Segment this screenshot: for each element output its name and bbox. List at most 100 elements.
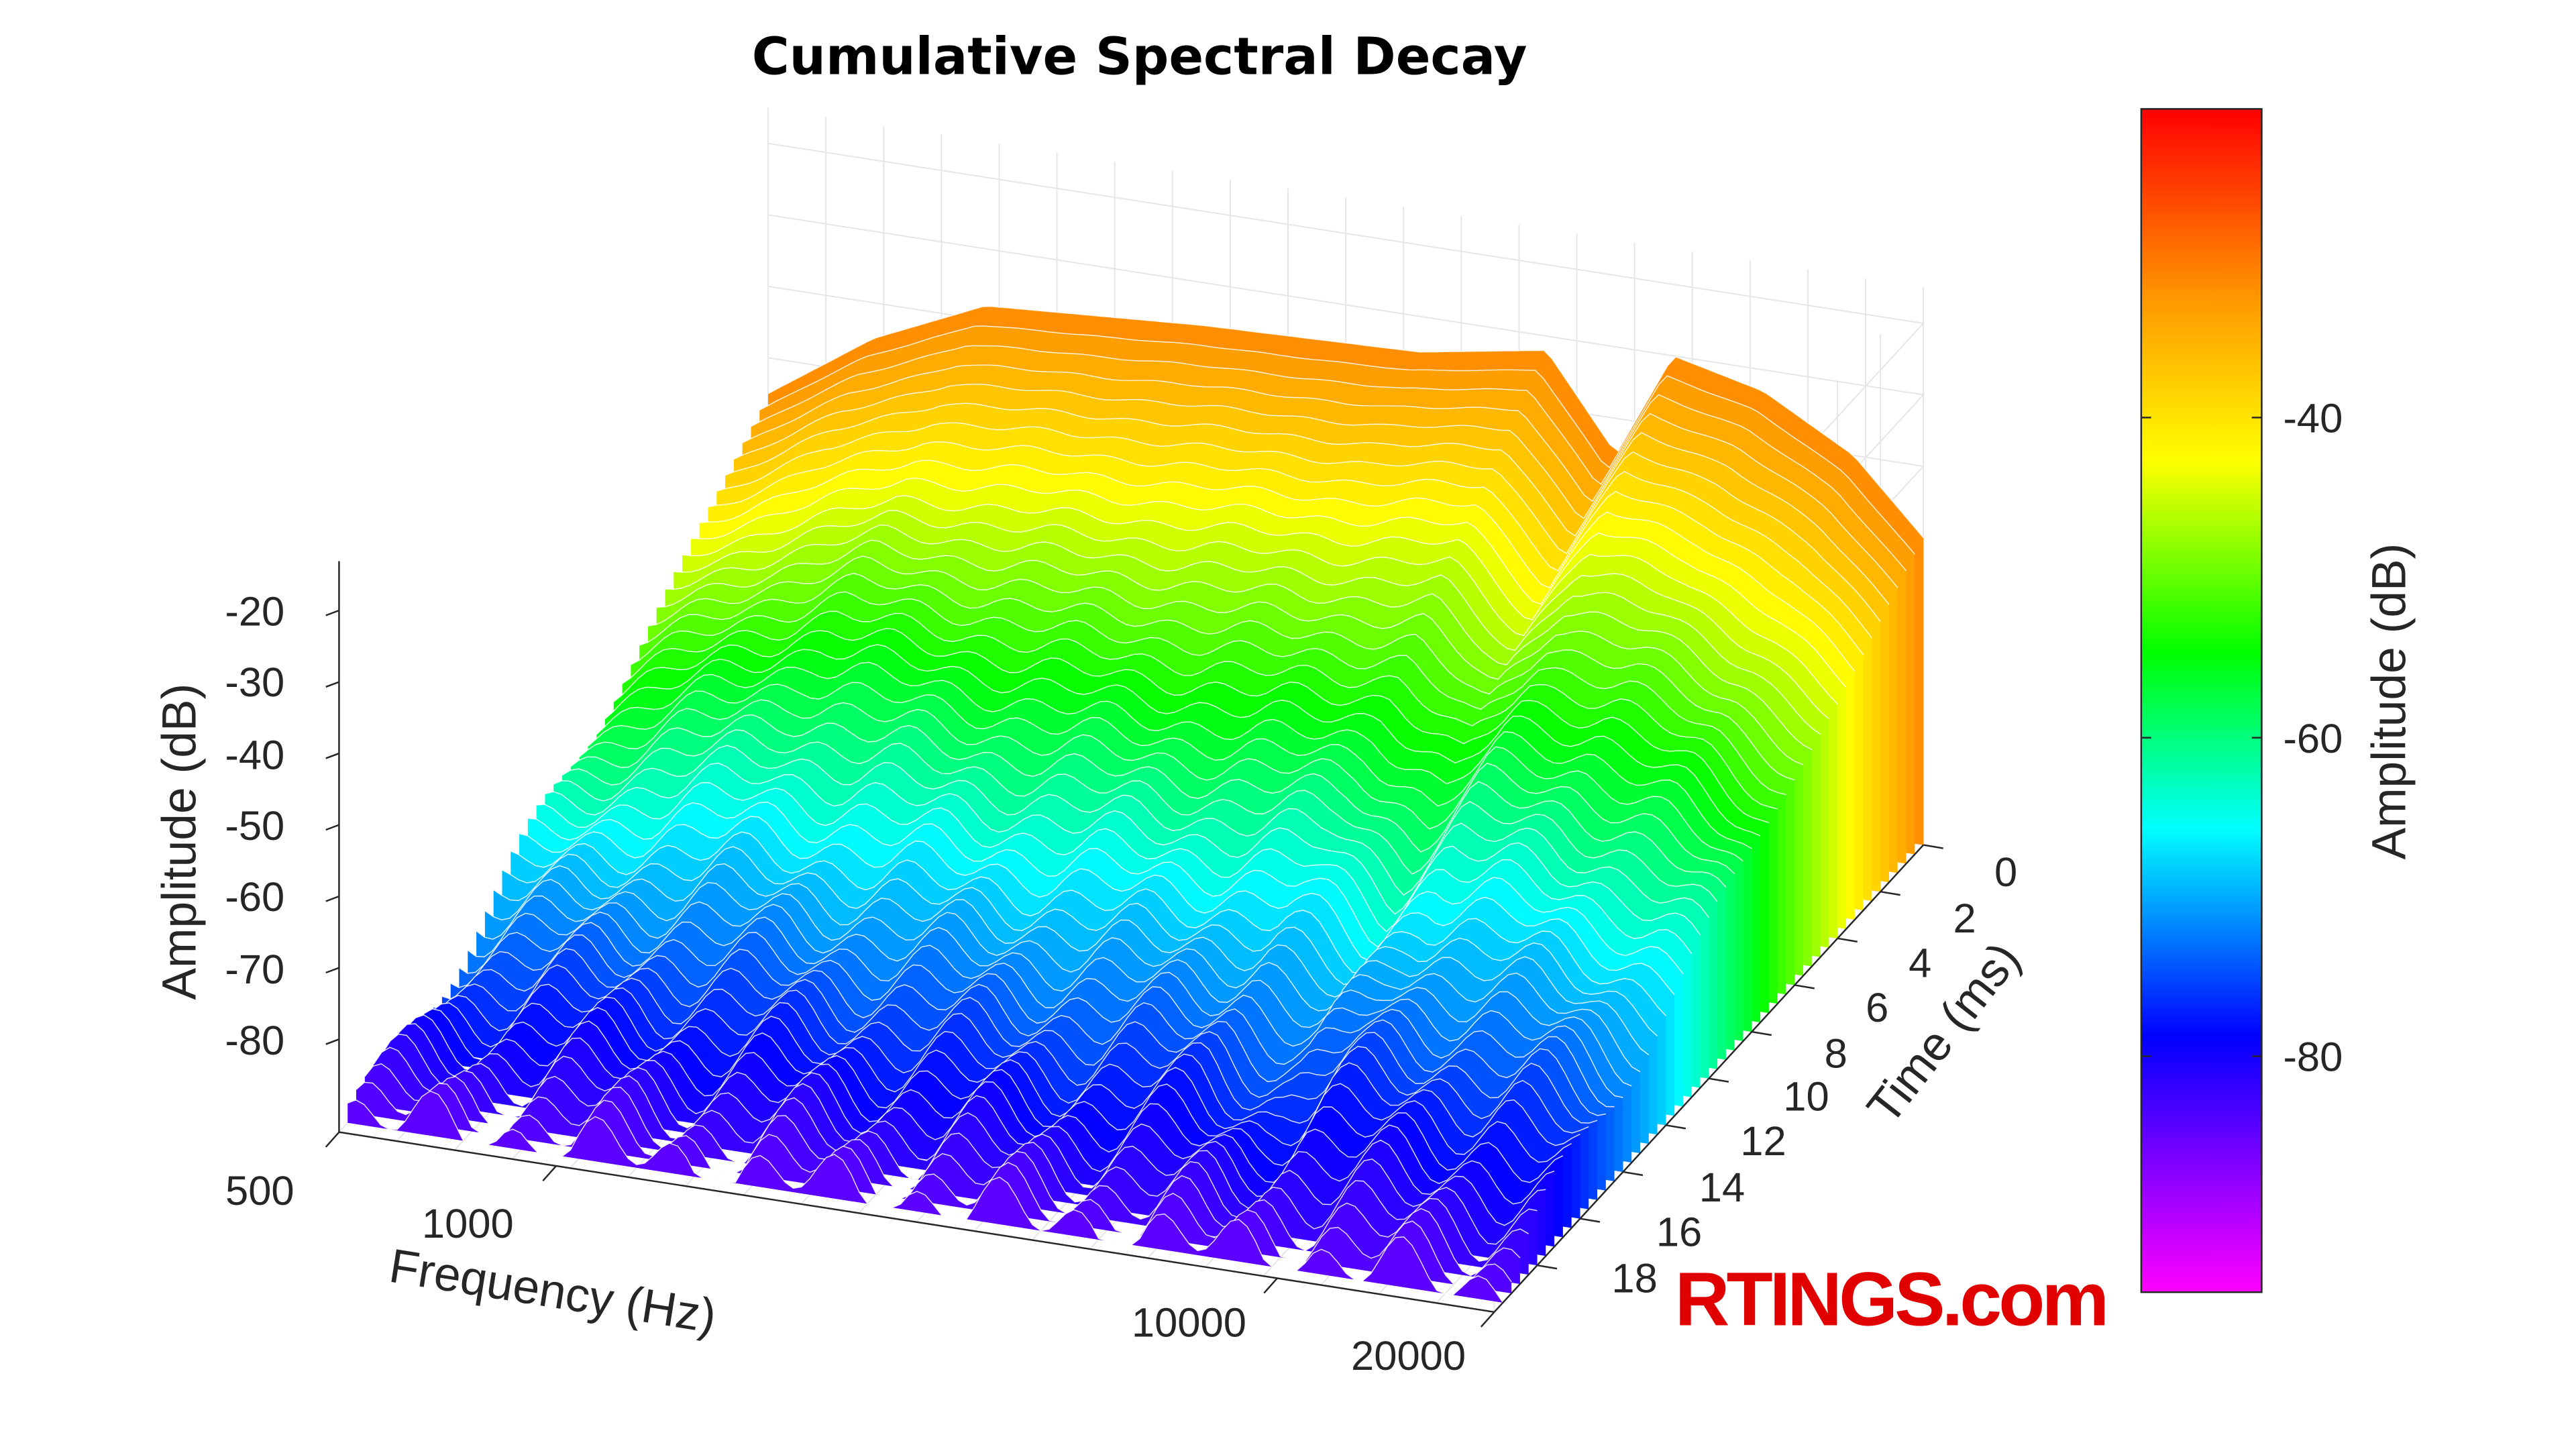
surface-slice-line (613, 628, 1770, 824)
colorbar-tick: -80 (2283, 1034, 2343, 1081)
surface-slice-line (545, 762, 1701, 936)
colorbar (2140, 108, 2263, 1293)
surface-slice-line (433, 964, 1589, 1134)
surface-slice-line (656, 539, 1813, 751)
tick-marks (325, 609, 1943, 1328)
z-tick: -20 (225, 588, 284, 635)
surface-slice-line (398, 1014, 1555, 1205)
y-tick-mark (1752, 1030, 1772, 1036)
surface-slice-line (639, 572, 1795, 781)
z-tick: -30 (225, 659, 284, 706)
surface-slice-line (502, 846, 1658, 1037)
surface-slice-line (493, 863, 1650, 1056)
surface-slice-line (631, 591, 1786, 796)
surface-slice-line (699, 460, 1856, 672)
surface-slice-line (536, 782, 1693, 955)
y-tick-mark (1880, 890, 1900, 896)
surface-slice-line (596, 661, 1752, 849)
y-tick: 18 (1611, 1255, 1657, 1301)
y-tick: 16 (1656, 1209, 1702, 1255)
frequency-axis-label: Frequency (Hz) (386, 1239, 720, 1344)
surface-slice-line (561, 729, 1718, 902)
y-tick: 0 (1994, 849, 2017, 896)
surface-slice-line (407, 1007, 1564, 1183)
time-axis-label: Time (ms) (1857, 932, 2031, 1134)
surface-slice-line (708, 441, 1864, 655)
surface-slice-line (553, 745, 1709, 918)
surface-slice-line (390, 1023, 1546, 1226)
frequency-axis-line (339, 1131, 1495, 1313)
x-tick: 1000 (422, 1201, 514, 1247)
z-tick-mark (325, 681, 339, 688)
surface-slice-line (742, 364, 1898, 588)
surface-slice-line (527, 801, 1684, 975)
x-tick: 500 (225, 1168, 294, 1214)
z-tick-mark (325, 824, 339, 831)
surface-slice-line (759, 325, 1915, 555)
surface-slice-line (372, 1046, 1529, 1262)
rtings-logo: RTINGS.com (1675, 1256, 2106, 1341)
x-tick-mark (542, 1165, 557, 1181)
y-tick-mark (1923, 844, 1943, 849)
surface-slice-line (665, 524, 1821, 735)
z-tick: -80 (225, 1018, 284, 1064)
z-tick: -40 (225, 732, 284, 778)
x-tick: 20000 (1351, 1333, 1466, 1379)
surface-slice-line (716, 422, 1872, 639)
z-tick: -50 (225, 803, 284, 849)
amplitude-axis-label: Amplitude (dB) (152, 684, 206, 1000)
surface-slice-line (724, 402, 1881, 622)
surface-slice-line (484, 879, 1641, 1073)
surface-slice-line (356, 1081, 1512, 1287)
surface-slice-line (459, 922, 1615, 1108)
surface-slice-line (364, 1063, 1521, 1277)
surface-slice-line (347, 1090, 1503, 1303)
surface-slice-line (570, 714, 1727, 888)
colorbar-tick: -40 (2283, 396, 2343, 442)
surface-slice-line (604, 644, 1761, 837)
colorbar-label: Amplitude (dB) (2363, 543, 2416, 860)
surface-slice-line (467, 911, 1623, 1098)
z-tick-mark (325, 967, 339, 974)
x-tick-mark (1480, 1311, 1495, 1328)
surface-slice-line (519, 816, 1675, 996)
y-tick: 12 (1740, 1118, 1786, 1165)
z-tick-mark (325, 752, 339, 759)
surface (347, 305, 1924, 1303)
frequency-tick-labels: 500 1000 10000 20000 (225, 1168, 1466, 1379)
y-tick: 10 (1783, 1074, 1829, 1120)
chart-title: Cumulative Spectral Decay (752, 27, 1527, 87)
x-tick-mark (325, 1131, 340, 1148)
surface-slice-line (733, 383, 1890, 605)
surface-slice-line (767, 305, 1924, 538)
surface-slice-line (682, 495, 1838, 705)
surface-slice-line (476, 895, 1632, 1087)
z-tick: -60 (225, 874, 284, 920)
surface-slice-line (450, 934, 1606, 1116)
surface-slice (347, 1091, 1503, 1303)
y-tick: 2 (1953, 896, 1976, 942)
y-tick: 4 (1909, 940, 1931, 986)
z-tick: -70 (225, 947, 284, 993)
y-tick-mark (1580, 1218, 1601, 1223)
surface-slice-line (751, 345, 1907, 572)
y-tick-mark (1794, 984, 1815, 989)
surface-slice-line (647, 555, 1804, 765)
z-tick-mark (325, 1038, 339, 1045)
y-tick: 8 (1825, 1031, 1847, 1077)
x-tick: 10000 (1132, 1300, 1246, 1346)
z-tick-mark (325, 609, 339, 616)
colorbar-tick: -60 (2283, 716, 2343, 762)
surface-slice-line (579, 699, 1735, 875)
y-tick-mark (1623, 1171, 1644, 1177)
time-tick-labels: 0 2 4 6 8 10 12 14 16 18 (1611, 849, 2017, 1301)
surface-slice-line (690, 477, 1847, 688)
surface-slice-line (441, 948, 1598, 1124)
surface-slice-line (674, 510, 1829, 720)
y-tick-mark (1666, 1124, 1686, 1130)
z-tick-mark (325, 895, 339, 902)
y-tick-mark (1709, 1077, 1729, 1083)
surface-slice-line (587, 682, 1743, 862)
surface-slice-line (510, 831, 1666, 1016)
